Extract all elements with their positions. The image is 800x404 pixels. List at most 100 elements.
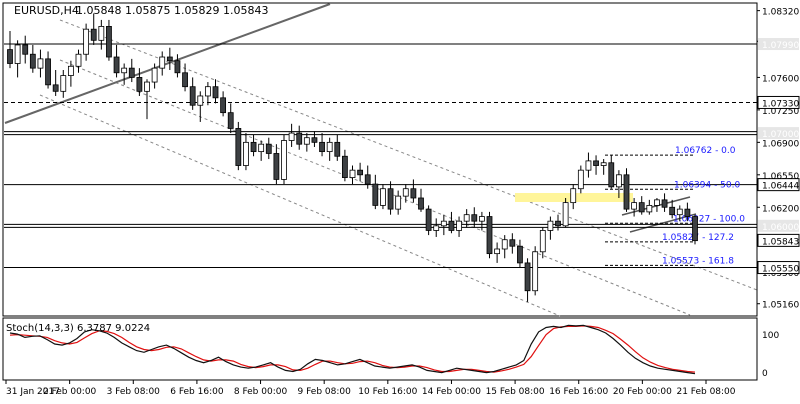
candle-body[interactable]: [524, 262, 531, 292]
candle-body[interactable]: [471, 214, 478, 222]
candle-body[interactable]: [258, 143, 265, 153]
candle-body[interactable]: [212, 86, 219, 99]
candle-body[interactable]: [395, 195, 402, 210]
candle-body[interactable]: [197, 95, 204, 106]
channel-lower-line[interactable]: [39, 94, 561, 317]
candle-body[interactable]: [296, 132, 303, 145]
candle-body[interactable]: [357, 169, 364, 176]
candle-body[interactable]: [98, 26, 105, 41]
horizontal-lines: [4, 43, 757, 269]
candle-body[interactable]: [106, 26, 112, 58]
candle-body[interactable]: [29, 53, 36, 69]
price-tick-label: 1.06550: [762, 172, 799, 182]
candle-body[interactable]: [151, 67, 158, 83]
candle-body[interactable]: [539, 230, 546, 253]
candle-body[interactable]: [303, 137, 310, 145]
candle-body[interactable]: [615, 174, 622, 188]
candle-body[interactable]: [364, 174, 371, 185]
candle-body[interactable]: [517, 245, 523, 264]
candle-body[interactable]: [372, 183, 379, 206]
candle-body[interactable]: [311, 137, 318, 143]
candle-body[interactable]: [433, 225, 440, 231]
candle-body[interactable]: [623, 174, 630, 210]
candle-body[interactable]: [243, 141, 249, 166]
candle-body[interactable]: [646, 205, 653, 213]
candle-body[interactable]: [273, 153, 280, 180]
candle-body[interactable]: [235, 128, 242, 166]
candle-body[interactable]: [380, 188, 386, 206]
candle-body[interactable]: [136, 77, 143, 92]
candle-body[interactable]: [562, 202, 569, 227]
candle-body[interactable]: [265, 143, 272, 154]
channel-upper-line[interactable]: [59, 59, 691, 316]
candle-body[interactable]: [478, 216, 485, 222]
candle-body[interactable]: [60, 75, 67, 92]
candle-body[interactable]: [509, 239, 516, 247]
candle-body[interactable]: [90, 28, 97, 41]
candle-body[interactable]: [661, 199, 668, 208]
candle-body[interactable]: [600, 162, 607, 166]
candle-body[interactable]: [7, 49, 13, 64]
channel-mid-line[interactable]: [59, 19, 758, 291]
candle-body[interactable]: [585, 160, 592, 171]
candle-body[interactable]: [669, 206, 676, 216]
candle-body[interactable]: [128, 67, 135, 78]
candle-body[interactable]: [593, 160, 599, 166]
candle-body[interactable]: [341, 155, 348, 178]
candle-body[interactable]: [440, 220, 447, 227]
candle-body[interactable]: [463, 214, 470, 222]
candle-body[interactable]: [387, 188, 394, 210]
candle-body[interactable]: [349, 169, 356, 178]
candle-body[interactable]: [14, 44, 21, 64]
candle-body[interactable]: [75, 53, 82, 67]
candle-body[interactable]: [577, 169, 584, 190]
candle-body[interactable]: [608, 162, 615, 188]
candle-body[interactable]: [692, 216, 698, 242]
candle-body[interactable]: [501, 239, 508, 250]
candle-body[interactable]: [570, 188, 577, 204]
candle-body[interactable]: [456, 220, 462, 231]
candle-body[interactable]: [227, 112, 234, 129]
candle-body[interactable]: [189, 86, 196, 106]
candle-body[interactable]: [494, 248, 501, 255]
candle-body[interactable]: [83, 28, 90, 55]
candle-body[interactable]: [22, 44, 29, 55]
candle-body[interactable]: [676, 208, 683, 216]
candle-body[interactable]: [37, 58, 44, 69]
candle-body[interactable]: [319, 141, 325, 153]
candle-body[interactable]: [486, 216, 493, 255]
candle-body[interactable]: [220, 97, 227, 114]
candle-body[interactable]: [204, 86, 211, 97]
flag-upper-line[interactable]: [621, 196, 691, 216]
candle-body[interactable]: [288, 132, 295, 141]
candle-body[interactable]: [52, 84, 59, 92]
candle-body[interactable]: [418, 197, 424, 210]
candle-body[interactable]: [410, 188, 417, 199]
candle-body[interactable]: [113, 56, 120, 74]
candle-body[interactable]: [159, 56, 166, 69]
candle-body[interactable]: [166, 56, 173, 62]
candle-body[interactable]: [326, 141, 333, 153]
candle-body[interactable]: [121, 67, 128, 74]
candle-body[interactable]: [425, 208, 432, 231]
candle-body[interactable]: [532, 251, 539, 292]
candle-body[interactable]: [402, 188, 409, 197]
candle-body[interactable]: [448, 220, 455, 231]
candle-body[interactable]: [182, 72, 188, 88]
candle-body[interactable]: [555, 220, 561, 227]
candle-body[interactable]: [684, 208, 691, 217]
candle-body[interactable]: [144, 81, 150, 92]
candle-body[interactable]: [638, 202, 645, 213]
candle-body[interactable]: [631, 202, 638, 210]
candle-body[interactable]: [281, 140, 287, 180]
trendline-up[interactable]: [4, 3, 331, 124]
candle-body[interactable]: [547, 220, 554, 231]
candle-body[interactable]: [67, 65, 74, 76]
candle-body[interactable]: [250, 141, 257, 153]
candle-body[interactable]: [174, 60, 181, 74]
candle-body[interactable]: [654, 199, 660, 206]
candle-body[interactable]: [45, 58, 51, 86]
candle-body[interactable]: [334, 141, 341, 157]
